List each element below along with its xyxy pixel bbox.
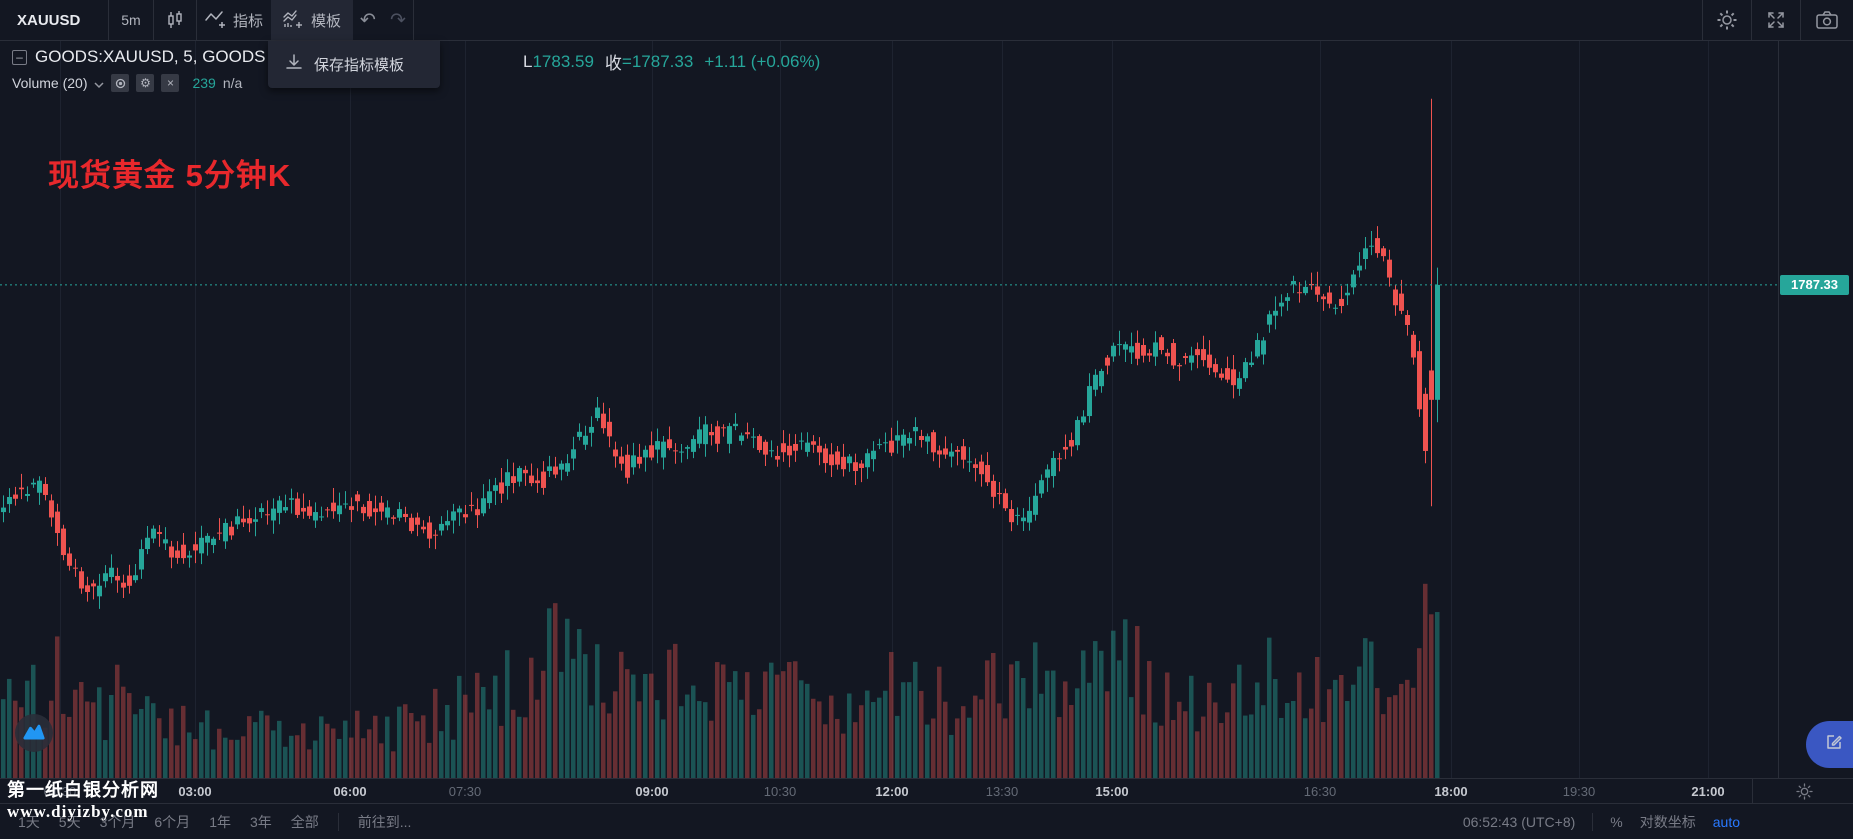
volume-ma-value: n/a xyxy=(222,75,243,91)
toolbar-divider xyxy=(196,0,197,40)
remove-study-icon[interactable]: × xyxy=(161,74,180,92)
toolbar-divider xyxy=(1751,0,1752,40)
toolbar-divider xyxy=(153,0,154,40)
collapse-legend-icon[interactable]: – xyxy=(12,49,27,65)
ohlc-part: 1783.59 xyxy=(532,51,594,71)
settings-button[interactable] xyxy=(1703,0,1751,40)
range-button-1年[interactable]: 1年 xyxy=(209,813,231,830)
range-button-3年[interactable]: 3年 xyxy=(249,813,272,830)
auto-scale-button[interactable]: auto xyxy=(1712,813,1740,830)
time-tick: 16:30 xyxy=(1303,784,1337,799)
candlestick-icon xyxy=(165,10,185,30)
bottom-divider xyxy=(337,812,339,831)
range-button-6个月[interactable]: 6个月 xyxy=(154,813,191,830)
time-tick: 15:00 xyxy=(1095,784,1129,799)
undo-button[interactable]: ↶ xyxy=(360,9,376,31)
series-title[interactable]: GOODS:XAUUSD, 5, GOODS xyxy=(35,47,266,66)
price-axis[interactable]: 1787.33 xyxy=(1778,40,1853,804)
chart-style-button[interactable] xyxy=(154,0,196,40)
volume-value: 239 xyxy=(192,75,216,91)
indicators-button[interactable]: 指标 xyxy=(197,0,271,40)
ohlc-part: +1.11 (+0.06%) xyxy=(704,51,821,71)
templates-dropdown: 保存指标模板 xyxy=(268,41,440,88)
publish-idea-button[interactable] xyxy=(1806,721,1853,768)
goto-date-button[interactable]: 前往到... xyxy=(357,813,412,830)
range-button-全部[interactable]: 全部 xyxy=(290,813,319,830)
date-range-buttons: 1天 5天 3个月 6个月 1年 3年 全部 前往到... xyxy=(18,804,411,839)
time-tick: 19:30 xyxy=(1562,784,1596,799)
clock-label[interactable]: 06:52:43 (UTC+8) xyxy=(1462,813,1576,830)
time-tick: 07:30 xyxy=(448,784,482,799)
time-tick: 21:00 xyxy=(1691,784,1725,799)
save-template-icon xyxy=(285,53,303,76)
edit-pencil-icon xyxy=(1824,732,1844,757)
indicators-label: 指标 xyxy=(232,12,263,30)
candlestick-chart[interactable] xyxy=(0,40,1778,778)
toolbar-spacer xyxy=(414,0,1702,40)
visibility-icon[interactable] xyxy=(111,74,130,92)
study-settings-icon[interactable]: ⚙ xyxy=(136,74,155,92)
time-tick: 01:30 xyxy=(43,784,77,799)
bottom-divider xyxy=(1592,812,1594,831)
top-toolbar: XAUUSD 5m 指标 xyxy=(0,0,1853,41)
log-scale-button[interactable]: 对数坐标 xyxy=(1639,813,1696,830)
toolbar-divider xyxy=(1800,0,1801,40)
interval-button[interactable]: 5m xyxy=(121,12,141,28)
ohlc-part: =1787.33 xyxy=(621,51,694,71)
templates-button[interactable]: 模板 xyxy=(271,0,353,40)
ohlc-values: L 1783.59 收 =1787.33 +1.11 (+0.06%) xyxy=(523,49,820,74)
time-tick: 13:30 xyxy=(985,784,1019,799)
chart-annotation-text: 现货黄金 5分钟K xyxy=(48,158,292,193)
fullscreen-icon xyxy=(1766,10,1786,30)
toolbar-divider xyxy=(108,0,109,40)
mountain-chart-icon xyxy=(22,722,46,745)
save-template-menu-item[interactable]: 保存指标模板 xyxy=(314,57,405,74)
toolbar-divider xyxy=(1702,0,1703,40)
bottom-right-controls: 06:52:43 (UTC+8) % 对数坐标 auto xyxy=(1463,804,1740,839)
toolbar-divider xyxy=(413,0,414,40)
time-tick: 12:00 xyxy=(875,784,909,799)
camera-icon xyxy=(1815,9,1839,31)
main-series-legend: – GOODS:XAUUSD, 5, GOODS xyxy=(12,47,285,67)
indicators-icon xyxy=(205,10,226,30)
theme-brightness-icon[interactable] xyxy=(1796,783,1813,805)
platform-logo[interactable] xyxy=(15,714,53,752)
ohlc-part: 收 xyxy=(604,54,622,73)
chart-pane: – GOODS:XAUUSD, 5, GOODS L 1783.59 收 =1787.… xyxy=(0,40,1778,778)
time-tick: 10:30 xyxy=(763,784,797,799)
gear-icon xyxy=(1716,9,1738,31)
range-button-5天[interactable]: 5天 xyxy=(58,813,81,830)
snapshot-button[interactable] xyxy=(1801,0,1853,40)
time-tick: 06:00 xyxy=(333,784,367,799)
range-button-1天[interactable]: 1天 xyxy=(18,813,40,830)
templates-icon xyxy=(283,10,304,30)
bottom-toolbar: 1天 5天 3个月 6个月 1年 3年 全部 前往到... 06:52:43 (UTC+8) … xyxy=(0,804,1853,839)
templates-label: 模板 xyxy=(310,12,341,30)
time-tick: 03:00 xyxy=(178,784,212,799)
redo-button[interactable]: ↷ xyxy=(390,9,406,31)
chevron-down-icon[interactable] xyxy=(94,75,105,91)
fullscreen-button[interactable] xyxy=(1752,0,1800,40)
symbol-button[interactable]: XAUUSD xyxy=(17,11,81,29)
volume-study-title[interactable]: Volume (20) xyxy=(12,75,88,91)
ohlc-part: L xyxy=(523,51,533,71)
percent-scale-button[interactable]: % xyxy=(1610,813,1623,830)
time-tick: 18:00 xyxy=(1434,784,1468,799)
range-button-3个月[interactable]: 3个月 xyxy=(99,813,136,830)
last-price-label[interactable]: 1787.33 xyxy=(1780,275,1849,295)
time-tick: 09:00 xyxy=(635,784,669,799)
volume-legend: Volume (20) ⚙ × 239 n/a xyxy=(12,74,242,92)
time-axis[interactable]: 01:30 03:00 06:00 07:30 09:00 10:30 12:00 13:30… xyxy=(0,778,1853,804)
axis-corner-divider xyxy=(1752,779,1753,803)
